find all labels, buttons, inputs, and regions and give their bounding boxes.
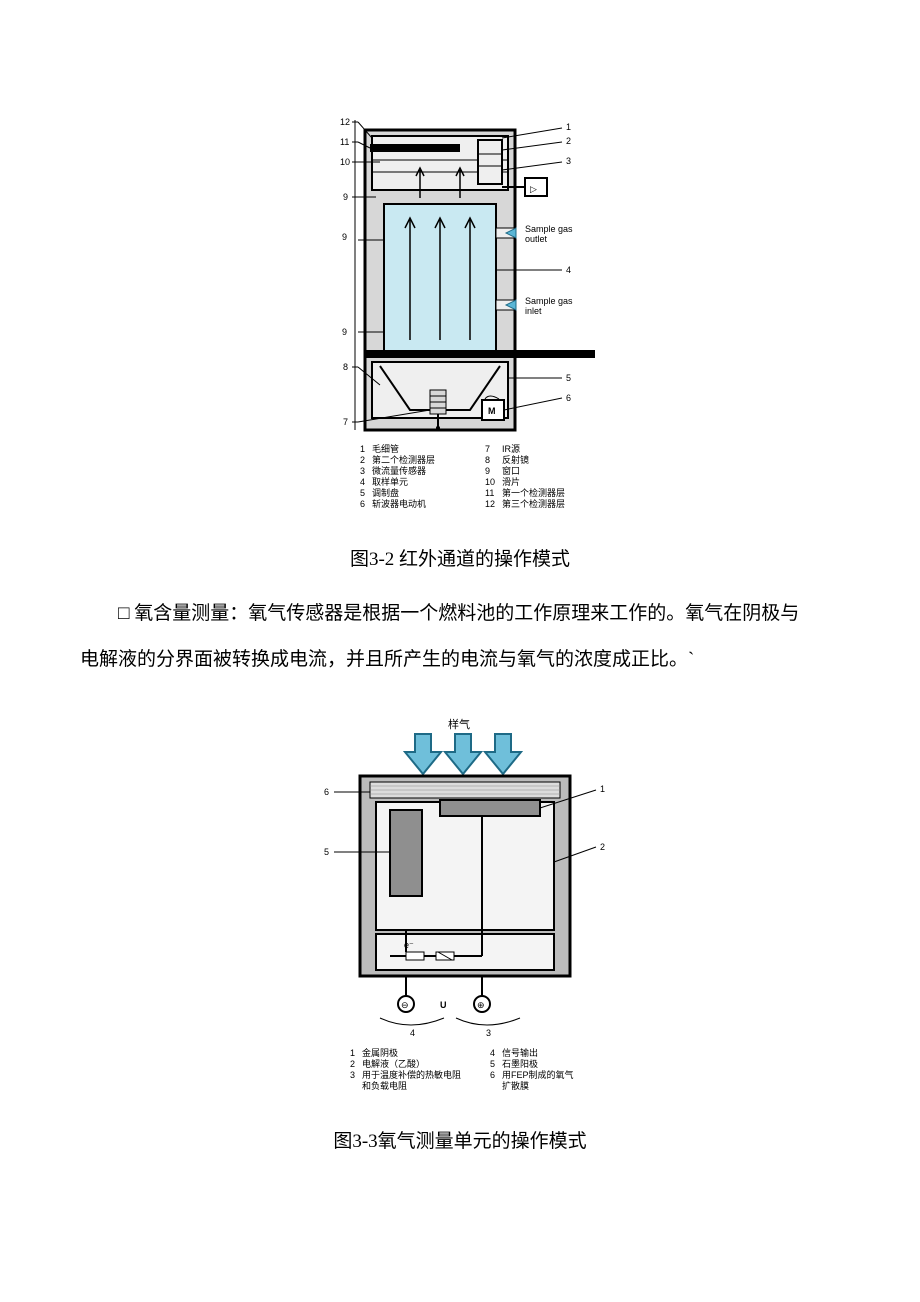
fig1-detector-stack xyxy=(478,140,502,184)
fig1-right-numbers: 1 2 3 4 5 6 xyxy=(566,122,571,403)
svg-text:3: 3 xyxy=(360,466,365,476)
svg-text:3: 3 xyxy=(566,156,571,166)
svg-text:2: 2 xyxy=(350,1059,355,1069)
svg-text:4: 4 xyxy=(360,477,365,487)
svg-text:3: 3 xyxy=(350,1070,355,1080)
svg-text:IR源: IR源 xyxy=(502,444,520,454)
figure-2: 样气 xyxy=(80,712,840,1153)
svg-text:⊕: ⊕ xyxy=(477,1000,485,1010)
bullet-box: □ xyxy=(118,603,129,624)
svg-text:斩波器电动机: 斩波器电动机 xyxy=(372,498,426,509)
fig2-anode xyxy=(390,810,422,896)
svg-text:6: 6 xyxy=(566,393,571,403)
fig1-inlet-label-2: inlet xyxy=(525,306,542,316)
fig2-u-label: U xyxy=(440,1000,447,1010)
svg-text:滑片: 滑片 xyxy=(502,476,520,487)
svg-text:2: 2 xyxy=(360,455,365,465)
fig2-legend-left: 1 金属阴极 2 电解液（乙酸） 3 用于温度补偿的热敏电阻 和负载电阻 xyxy=(350,1047,461,1091)
figure-1: 12 11 10 9 8 7 xyxy=(80,100,840,571)
fig1-top-bar xyxy=(370,144,460,152)
svg-text:取样单元: 取样单元 xyxy=(372,476,408,487)
svg-text:12: 12 xyxy=(340,117,350,127)
svg-text:第二个检测器层: 第二个检测器层 xyxy=(372,454,435,465)
fig1-yaxis: 12 11 10 9 8 7 xyxy=(340,117,358,430)
svg-text:4: 4 xyxy=(566,265,571,275)
figure-1-caption: 图3-2 红外通道的操作模式 xyxy=(80,544,840,571)
para-line2: 电解液的分界面被转换成电流，并且所产生的电流与氧气的浓度成正比。` xyxy=(80,649,694,670)
figure-1-svg: 12 11 10 9 8 7 xyxy=(310,100,610,530)
svg-text:微流量传感器: 微流量传感器 xyxy=(372,465,426,476)
svg-text:金属阴极: 金属阴极 xyxy=(362,1047,398,1058)
fig1-left-numbers: 9 9 xyxy=(342,232,347,337)
svg-text:1: 1 xyxy=(350,1048,355,1058)
svg-text:第一个检测器层: 第一个检测器层 xyxy=(502,487,565,498)
svg-text:扩散膜: 扩散膜 xyxy=(502,1080,529,1091)
para-line1: 氧含量测量：氧气传感器是根据一个燃料池的工作原理来工作的。氧气在阴极与 xyxy=(129,603,799,624)
svg-text:6: 6 xyxy=(490,1070,495,1080)
svg-text:10: 10 xyxy=(340,157,350,167)
fig1-inlet-label-1: Sample gas xyxy=(525,296,573,306)
svg-text:第三个检测器层: 第三个检测器层 xyxy=(502,498,565,509)
svg-text:11: 11 xyxy=(485,488,494,498)
svg-text:4: 4 xyxy=(410,1028,415,1038)
svg-text:7: 7 xyxy=(343,417,348,427)
fig2-top-label: 样气 xyxy=(448,717,470,731)
fig1-ir-source xyxy=(430,390,446,414)
svg-text:⊖: ⊖ xyxy=(401,1000,409,1010)
svg-text:毛细管: 毛细管 xyxy=(372,443,399,454)
fig1-legend-left: 1 毛细管 2 第二个检测器层 3 微流量传感器 4 取样单元 5 调制盘 6 斩波器电动机 xyxy=(360,443,435,509)
svg-text:信号输出: 信号输出 xyxy=(502,1047,538,1058)
fig1-legend-right: 7 IR源 8 反射镜 9 窗口 10 滑片 11 第一个检测器层 12 第三个检测器层 xyxy=(485,444,565,509)
svg-text:5: 5 xyxy=(324,847,329,857)
svg-text:6: 6 xyxy=(324,787,329,797)
svg-text:窗口: 窗口 xyxy=(502,465,520,476)
fig2-legend-right: 4 信号输出 5 石墨阳极 6 用FEP制成的氧气 扩散膜 xyxy=(490,1047,574,1091)
svg-text:6: 6 xyxy=(360,499,365,509)
svg-text:用FEP制成的氧气: 用FEP制成的氧气 xyxy=(502,1069,574,1080)
svg-text:1: 1 xyxy=(600,784,605,794)
fig2-circuit-box xyxy=(376,934,554,970)
svg-text:9: 9 xyxy=(342,327,347,337)
svg-text:1: 1 xyxy=(360,444,365,454)
svg-text:11: 11 xyxy=(340,137,349,147)
svg-text:10: 10 xyxy=(485,477,495,487)
svg-text:调制盘: 调制盘 xyxy=(372,487,399,498)
fig2-inlet-arrows xyxy=(405,734,521,774)
svg-text:5: 5 xyxy=(490,1059,495,1069)
svg-text:M: M xyxy=(488,406,496,416)
fig1-outlet-label-1: Sample gas xyxy=(525,224,573,234)
svg-text:7: 7 xyxy=(485,444,490,454)
svg-text:8: 8 xyxy=(343,362,348,372)
fig1-outlet-label-2: outlet xyxy=(525,234,548,244)
svg-text:用于温度补偿的热敏电阻: 用于温度补偿的热敏电阻 xyxy=(362,1069,461,1080)
svg-text:5: 5 xyxy=(566,373,571,383)
svg-text:12: 12 xyxy=(485,499,495,509)
figure-2-caption: 图3-3氧气测量单元的操作模式 xyxy=(80,1126,840,1153)
figure-2-svg: 样气 xyxy=(300,712,620,1112)
paragraph-oxygen: □ 氧含量测量：氧气传感器是根据一个燃料池的工作原理来工作的。氧气在阴极与 电解… xyxy=(80,591,840,682)
fig1-mid-divider xyxy=(365,350,595,358)
svg-text:9: 9 xyxy=(343,192,348,202)
fig2-cathode xyxy=(440,800,540,816)
svg-text:石墨阳极: 石墨阳极 xyxy=(502,1058,538,1069)
svg-text:2: 2 xyxy=(566,136,571,146)
fig2-resistor1 xyxy=(406,952,424,960)
svg-text:电解液（乙酸）: 电解液（乙酸） xyxy=(362,1058,425,1069)
svg-text:4: 4 xyxy=(490,1048,495,1058)
svg-text:和负载电阻: 和负载电阻 xyxy=(362,1080,407,1091)
svg-text:9: 9 xyxy=(485,466,490,476)
svg-text:▷: ▷ xyxy=(530,184,537,194)
svg-text:9: 9 xyxy=(342,232,347,242)
svg-text:2: 2 xyxy=(600,842,605,852)
svg-text:8: 8 xyxy=(485,455,490,465)
svg-text:1: 1 xyxy=(566,122,571,132)
svg-text:反射镜: 反射镜 xyxy=(502,454,529,465)
svg-text:5: 5 xyxy=(360,488,365,498)
svg-text:3: 3 xyxy=(486,1028,491,1038)
